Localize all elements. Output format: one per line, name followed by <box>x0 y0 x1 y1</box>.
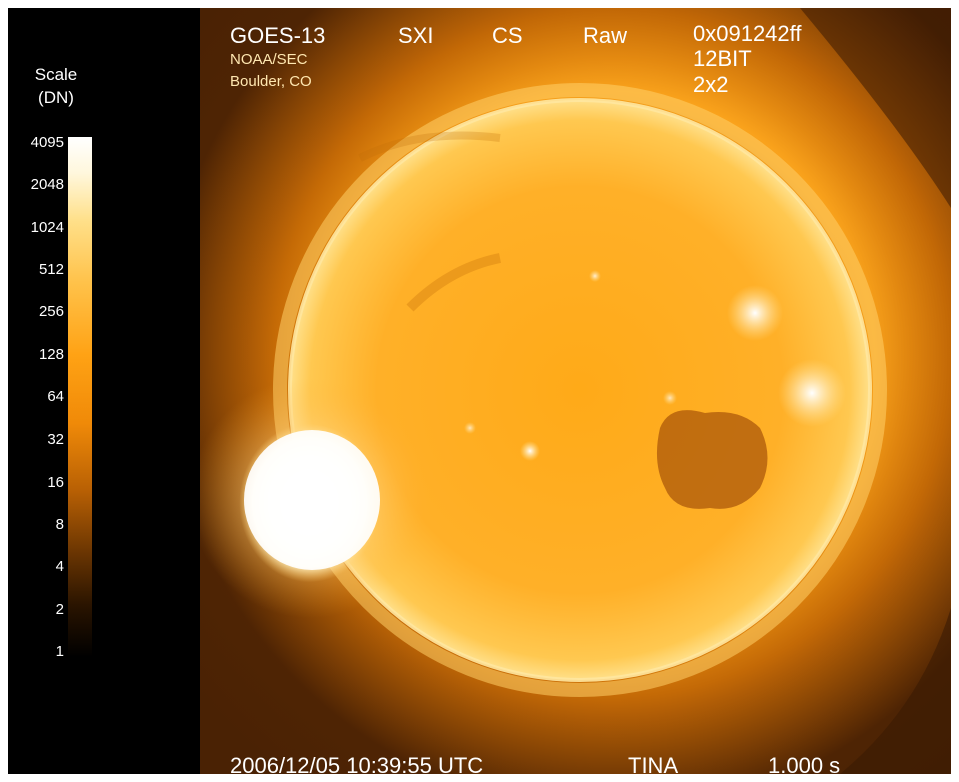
sun-image: GOES-13 SXI CS Raw 0x091242ff 12BIT 2x2 … <box>200 8 951 774</box>
scale-tick-1: 1 <box>55 643 64 660</box>
scale-tick-512: 512 <box>38 261 64 278</box>
scale-tick-32: 32 <box>47 431 64 448</box>
scale-title-line2: (DN) <box>38 88 74 107</box>
scale-tick-4095: 4095 <box>30 134 64 151</box>
scale-tick-128: 128 <box>38 346 64 363</box>
timestamp-label: 2006/12/05 10:39:55 UTC <box>230 753 484 775</box>
scale-tick-16: 16 <box>47 474 64 491</box>
bit-depth-label: 12BIT <box>693 46 752 71</box>
hex-code-label: 0x091242ff <box>693 21 802 46</box>
mode-label: CS <box>492 23 523 48</box>
data-type-label: Raw <box>583 23 628 48</box>
binning-label: 2x2 <box>693 72 729 97</box>
sun-graphic <box>200 8 951 774</box>
agency-label: NOAA/SEC <box>230 51 308 68</box>
scale-tick-64: 64 <box>47 388 64 405</box>
scale-tick-8: 8 <box>55 516 64 533</box>
scale-tick-4: 4 <box>55 558 64 575</box>
scale-title: Scale (DN) <box>26 63 86 109</box>
color-scale-bar <box>68 137 92 657</box>
scale-title-line1: Scale <box>34 65 78 84</box>
scale-tick-1024: 1024 <box>30 219 64 236</box>
exposure-label: 1.000 s <box>768 753 841 775</box>
filter-label: TINA <box>628 753 679 775</box>
scale-tick-256: 256 <box>38 303 64 320</box>
scale-panel: Scale (DN) 4095 2048 1024 512 256 128 64… <box>8 8 200 774</box>
satellite-label: GOES-13 <box>230 23 326 48</box>
scale-tick-2048: 2048 <box>30 176 64 193</box>
instrument-label: SXI <box>398 23 434 48</box>
solar-image-frame: Scale (DN) 4095 2048 1024 512 256 128 64… <box>8 8 951 774</box>
location-label: Boulder, CO <box>230 73 312 90</box>
scale-tick-2: 2 <box>55 601 64 618</box>
